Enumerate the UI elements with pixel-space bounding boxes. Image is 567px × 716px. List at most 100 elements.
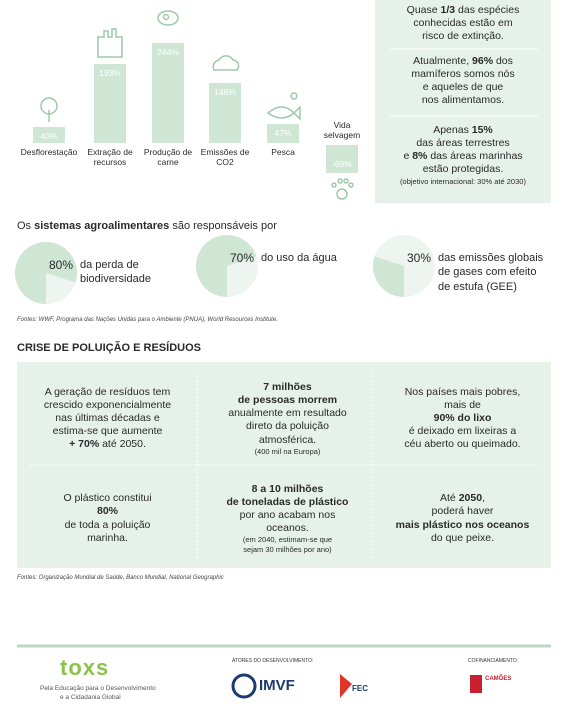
text: de pessoas morrem [237,394,338,407]
icons [40,10,354,200]
line: nos alimentamos. [378,94,548,107]
text: CAMÕES [485,676,512,682]
text: das emissões globais [438,252,544,264]
line: de toda a poluição [20,519,195,532]
line: nas últimas décadas e [20,412,195,425]
text: do uso da água [261,252,337,264]
line: das áreas terrestres [378,137,548,150]
text: anualmente em resultado [228,407,347,420]
text: 146% [214,87,236,98]
text: + 70% [69,438,100,451]
pie-text: do uso da água [261,251,337,265]
text: -69% [332,159,352,170]
cell: 8 a 10 milhões de toneladas de plástico po… [200,472,375,565]
category-label: Desflorestação [0,147,99,158]
cell: O plástico constitui 80% de toda a poluiçã… [20,472,195,565]
sources: Fontes: WWF, Programa das Nações Unidas … [17,317,278,323]
pie-slice [195,234,257,297]
bar-value-label: 146% [205,87,245,97]
text: estão protegidas. [422,163,504,176]
line: de toneladas de plástico [200,496,375,509]
text: Até [440,492,459,505]
line: Atualmente, 96% dos [378,55,548,68]
line: céu aberto ou queimado. [375,438,550,451]
bar-value-label: 47% [263,128,303,138]
text: de estufa (GEE) [438,280,517,293]
line: Quase 1/3 das espécies [378,4,548,17]
text: Quase [406,4,441,16]
text: sistemas agroalimentares [34,220,170,232]
text: até 2050. [99,438,146,451]
category-text: Extração de recursos [85,147,135,168]
line: mamíferos somos nós [378,68,548,81]
text: 96% [472,55,494,67]
text: Pesca [271,147,295,157]
text: é deixado em lixeiras a [408,425,517,438]
text: das áreas marinhas [427,150,523,163]
line: do uso da água [261,251,337,265]
text: 90% do lixo [433,411,492,424]
text: IMVF [259,677,295,694]
fact: Quase 1/3 das espécies conhecidas estão e… [378,4,548,43]
line: conhecidas estão em [378,17,548,30]
text: Nos países mais pobres, [404,385,521,398]
text: risco de extinção. [422,30,504,43]
line: marinha. [20,532,195,545]
pie-slice [14,242,77,304]
text: estima-se que aumente [52,425,163,438]
text: nas últimas décadas e [55,411,160,424]
cell: Até 2050, poderá haver mais plástico nos o… [375,472,550,565]
line: atmosférica. [200,434,375,447]
text: e aqueles de que [422,81,504,94]
line: 8 a 10 milhões [200,483,375,496]
pie-label: 70% [230,251,254,265]
label: ATORES DO DESENVOLVIMENTO: [232,658,313,664]
category-label: Emissões de CO2 [175,147,275,168]
pie-text: da perda de biodiversidade [80,258,151,287]
text: FEC [352,684,368,693]
line: por ano acabam nos [200,509,375,522]
line: crescido exponencialmente [20,399,195,412]
tagline: e a Cidadania Global [60,694,121,701]
line: estão protegidas. [378,163,548,176]
line: mais plástico nos oceanos [375,519,550,532]
fact-dividers [390,48,538,117]
line: Apenas 15% [378,124,548,137]
line: 90% do lixo [375,412,550,425]
text: nos alimentamos. [421,94,505,107]
line: direto da poluição [200,420,375,433]
logo: toxs [60,655,109,681]
text: 2050 [458,492,483,505]
text: 8 a 10 milhões [251,482,324,495]
text: 40% [40,130,58,141]
text: poderá haver [431,505,494,518]
line: 7 milhões [200,381,375,394]
text: céu aberto ou queimado. [404,438,521,451]
text: Fontes: WWF, Programa das Nações Unidas … [17,317,278,323]
text: , [482,492,485,505]
text: das áreas terrestres [416,137,510,150]
text: de gases com efeito [438,266,537,279]
text: 80% [49,258,74,272]
text: por ano acabam nos [239,509,336,522]
line: das emissões globais [438,251,543,265]
text: COFINANCIAMENTO: [468,658,519,664]
line: e aqueles de que [378,81,548,94]
pie-label: 80% [49,258,73,272]
line: + 70% até 2050. [20,438,195,451]
text: marinha. [87,531,128,544]
text: crescido exponencialmente [43,398,172,411]
line: Até 2050, [375,492,550,505]
category-label: Pesca [233,147,333,158]
line: biodiversidade [80,272,151,286]
bar-value-label: 40% [29,131,69,141]
line: O plástico constitui [20,492,195,505]
pie-text: das emissões globais de gases com efeito d… [438,251,543,294]
line: de estufa (GEE) [438,280,543,294]
category-label: Extração de recursos [60,147,160,168]
line: 80% [20,505,195,518]
text: da perda de [80,259,139,271]
text: Emissões de CO2 [200,147,250,167]
text: Apenas [433,124,472,136]
text: e [403,150,413,163]
